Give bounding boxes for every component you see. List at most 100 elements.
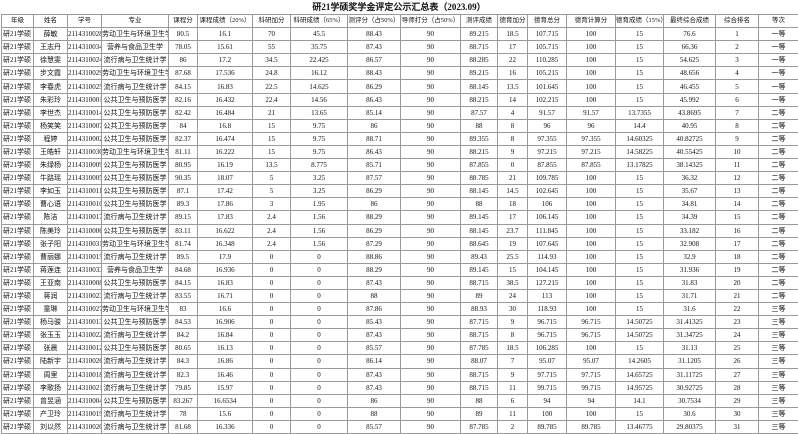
cell-level: 三等	[759, 407, 798, 420]
cell-moral-bonus: 14	[498, 93, 528, 106]
cell-course-grade: 16.936	[198, 263, 253, 276]
cell-final-score: 31.936	[664, 263, 716, 276]
cell-grade: 研21学硕	[2, 237, 34, 250]
cell-moral-bonus: 23.7	[498, 224, 528, 237]
cell-course-score: 82.42	[169, 106, 198, 119]
cell-course-grade: 16.83	[198, 276, 253, 289]
cell-grade: 研21学硕	[2, 28, 34, 41]
cell-research-bonus: 15	[253, 132, 291, 145]
cell-course-score: 79.85	[169, 381, 198, 394]
cell-evaluation-grade: 88.145	[461, 80, 498, 93]
cell-student-id: 2114310006	[68, 224, 102, 237]
cell-research-bonus: 0	[253, 289, 291, 302]
cell-advisor-score: 90	[401, 368, 461, 381]
cell-moral-bonus: 25.5	[498, 250, 528, 263]
cell-grade: 研21学硕	[2, 93, 34, 106]
cell-evaluation-score: 85.14	[348, 106, 401, 119]
cell-course-score: 83.11	[169, 224, 198, 237]
cell-moral-grade: 13.17825	[616, 159, 664, 172]
cell-course-grade: 16.71	[198, 289, 253, 302]
cell-research-grade: 35.75	[291, 41, 348, 54]
cell-advisor-score: 90	[401, 263, 461, 276]
cell-moral-calc: 100	[567, 250, 616, 263]
header-course-grade: 课程成绩（20%）	[198, 15, 253, 28]
cell-course-score: 83	[169, 303, 198, 316]
cell-moral-calc: 97.715	[567, 368, 616, 381]
cell-final-score: 40.82725	[664, 132, 716, 145]
cell-final-score: 31.34725	[664, 329, 716, 342]
cell-course-score: 83.267	[169, 394, 198, 407]
cell-moral-grade: 14.1	[616, 394, 664, 407]
cell-moral-total: 127.215	[528, 276, 567, 289]
cell-moral-bonus: 11	[498, 381, 528, 394]
cell-major: 流行病与卫生统计学	[102, 407, 169, 420]
cell-course-grade: 16.1	[198, 28, 253, 41]
cell-rank: 28	[716, 381, 759, 394]
cell-moral-bonus: 17	[498, 211, 528, 224]
cell-student-id: 2114310002	[68, 132, 102, 145]
cell-student-id: 2114310030	[68, 145, 102, 158]
cell-final-score: 31.71	[664, 289, 716, 302]
cell-name: 产卫玲	[34, 407, 68, 420]
cell-evaluation-score: 85.71	[348, 159, 401, 172]
cell-course-grade: 16.19	[198, 159, 253, 172]
cell-major: 流行病与卫生统计学	[102, 54, 169, 67]
cell-research-bonus: 0	[253, 303, 291, 316]
cell-evaluation-score: 88	[348, 289, 401, 302]
cell-research-bonus: 15	[253, 119, 291, 132]
cell-final-score: 31.13	[664, 342, 716, 355]
cell-name: 李如玉	[34, 185, 68, 198]
cell-moral-grade: 15	[616, 407, 664, 420]
cell-course-grade: 18.07	[198, 172, 253, 185]
cell-name: 牛路瑶	[34, 172, 68, 185]
cell-research-bonus: 15	[253, 145, 291, 158]
cell-advisor-score: 90	[401, 381, 461, 394]
cell-moral-grade: 15	[616, 93, 664, 106]
cell-research-grade: 0	[291, 394, 348, 407]
cell-course-grade: 15.6	[198, 407, 253, 420]
cell-major: 公共卫生与预防医学	[102, 132, 169, 145]
cell-moral-total: 104.145	[528, 263, 567, 276]
cell-research-grade: 22.425	[291, 54, 348, 67]
cell-grade: 研21学硕	[2, 407, 34, 420]
cell-student-id: 2114310020	[68, 420, 102, 433]
cell-moral-total: 97.215	[528, 145, 567, 158]
cell-course-score: 90.35	[169, 172, 198, 185]
cell-level: 一等	[759, 67, 798, 80]
cell-student-id: 2114310008	[68, 276, 102, 289]
cell-evaluation-score: 88.71	[348, 132, 401, 145]
cell-grade: 研21学硕	[2, 368, 34, 381]
cell-course-score: 82.16	[169, 93, 198, 106]
cell-evaluation-grade: 89.145	[461, 211, 498, 224]
cell-evaluation-score: 88.29	[348, 263, 401, 276]
cell-name: 曾昱涵	[34, 394, 68, 407]
cell-rank: 21	[716, 289, 759, 302]
cell-evaluation-score: 88.86	[348, 250, 401, 263]
cell-moral-calc: 100	[567, 276, 616, 289]
cell-moral-calc: 91.57	[567, 106, 616, 119]
cell-advisor-score: 90	[401, 67, 461, 80]
cell-advisor-score: 90	[401, 172, 461, 185]
cell-student-id: 2114310005	[68, 172, 102, 185]
cell-course-grade: 16.8	[198, 119, 253, 132]
cell-name: 曹丽娜	[34, 250, 68, 263]
cell-student-id: 2114310012	[68, 342, 102, 355]
cell-final-score: 33.182	[664, 224, 716, 237]
cell-student-id: 2114310019	[68, 407, 102, 420]
cell-level: 二等	[759, 263, 798, 276]
cell-research-bonus: 0	[253, 329, 291, 342]
cell-grade: 研21学硕	[2, 198, 34, 211]
cell-moral-grade: 14.65725	[616, 368, 664, 381]
cell-name: 王志丹	[34, 41, 68, 54]
cell-research-grade: 0	[291, 342, 348, 355]
cell-course-score: 84.68	[169, 263, 198, 276]
cell-name: 陈洁	[34, 211, 68, 224]
cell-name: 陆新宇	[34, 355, 68, 368]
cell-evaluation-grade: 88.785	[461, 172, 498, 185]
